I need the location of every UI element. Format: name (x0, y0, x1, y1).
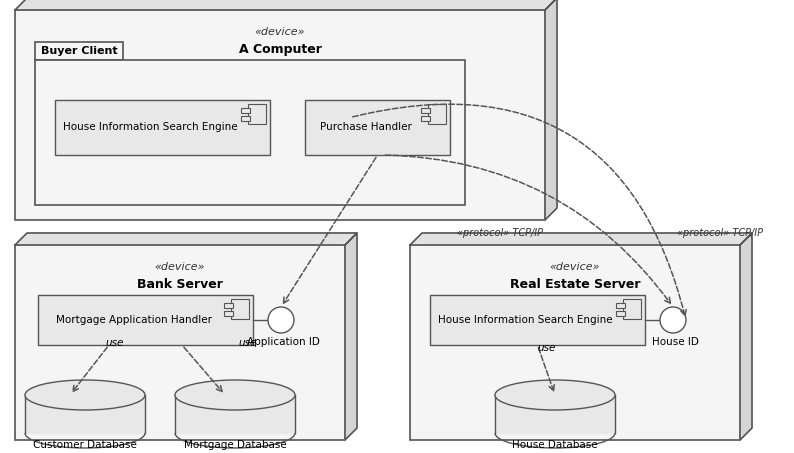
FancyBboxPatch shape (623, 299, 641, 319)
FancyBboxPatch shape (224, 311, 233, 316)
Ellipse shape (25, 380, 145, 410)
Polygon shape (25, 395, 145, 433)
Text: «protocol» TCP/IP: «protocol» TCP/IP (457, 228, 543, 238)
Text: Purchase Handler: Purchase Handler (319, 122, 411, 132)
FancyBboxPatch shape (428, 104, 446, 124)
FancyBboxPatch shape (248, 104, 266, 124)
FancyBboxPatch shape (410, 245, 740, 440)
Polygon shape (15, 0, 557, 10)
Polygon shape (175, 395, 295, 433)
Text: «device»: «device» (549, 262, 600, 272)
Text: House Information Search Engine: House Information Search Engine (64, 122, 238, 132)
Text: «device»: «device» (255, 27, 305, 37)
Text: Bank Server: Bank Server (137, 279, 223, 291)
FancyBboxPatch shape (430, 295, 645, 345)
Ellipse shape (175, 380, 295, 410)
FancyBboxPatch shape (616, 303, 625, 308)
Polygon shape (545, 0, 557, 220)
Text: House Database: House Database (512, 440, 598, 450)
FancyBboxPatch shape (421, 108, 430, 113)
Text: A Computer: A Computer (238, 43, 322, 57)
Text: Real Estate Server: Real Estate Server (510, 279, 640, 291)
Text: use: use (106, 338, 124, 348)
Polygon shape (740, 233, 752, 440)
Ellipse shape (495, 380, 615, 410)
Text: use: use (538, 343, 556, 353)
Text: Buyer Client: Buyer Client (40, 46, 118, 56)
FancyBboxPatch shape (15, 10, 545, 220)
Text: «device»: «device» (155, 262, 206, 272)
FancyBboxPatch shape (241, 108, 250, 113)
Text: «protocol» TCP/IP: «protocol» TCP/IP (677, 228, 763, 238)
Polygon shape (410, 233, 752, 245)
FancyBboxPatch shape (231, 299, 249, 319)
Circle shape (660, 307, 686, 333)
FancyBboxPatch shape (241, 116, 250, 121)
FancyBboxPatch shape (55, 100, 270, 155)
FancyBboxPatch shape (35, 60, 465, 205)
Text: Mortgage Application Handler: Mortgage Application Handler (56, 315, 211, 325)
FancyBboxPatch shape (35, 42, 123, 60)
FancyBboxPatch shape (224, 303, 233, 308)
Circle shape (268, 307, 294, 333)
Polygon shape (495, 395, 615, 433)
FancyBboxPatch shape (421, 116, 430, 121)
Text: Application ID: Application ID (247, 337, 319, 347)
FancyBboxPatch shape (38, 295, 253, 345)
FancyBboxPatch shape (305, 100, 450, 155)
Text: Mortgage Database: Mortgage Database (183, 440, 287, 450)
Polygon shape (15, 233, 357, 245)
Text: House ID: House ID (652, 337, 699, 347)
FancyBboxPatch shape (15, 245, 345, 440)
Text: use: use (239, 338, 257, 348)
Polygon shape (345, 233, 357, 440)
Text: House Information Search Engine: House Information Search Engine (438, 315, 613, 325)
Text: Customer Database: Customer Database (33, 440, 137, 450)
FancyBboxPatch shape (616, 311, 625, 316)
